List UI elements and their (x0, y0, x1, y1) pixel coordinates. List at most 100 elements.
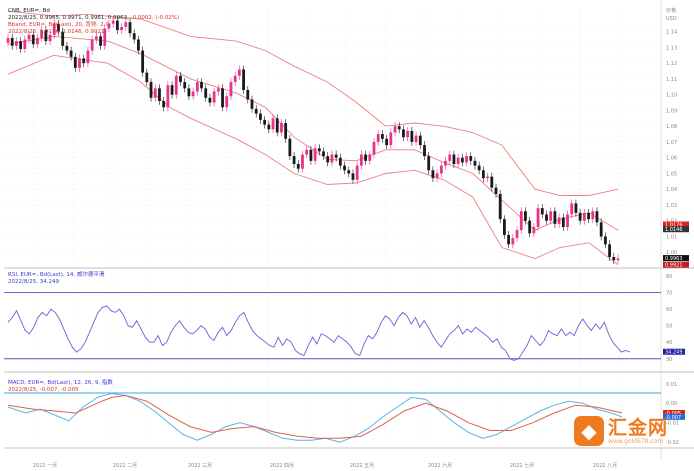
candle-body (507, 234, 511, 245)
macd-tick-label: -0.01 (666, 421, 679, 427)
candle-body (599, 222, 603, 237)
candle-body (557, 217, 561, 224)
candle-body (540, 208, 544, 215)
candle-body (465, 156, 468, 163)
bband-legend-values: 2022/8/25, 1.0176, 1.0146, 0.9921 (8, 29, 105, 35)
candle-body (191, 91, 195, 97)
candle-body (322, 151, 325, 157)
candle-body (494, 187, 498, 194)
macd-tick-label: 0.00 (666, 401, 677, 407)
candle-body (435, 173, 439, 179)
candle-body (99, 36, 102, 46)
price-tick-label: 1.04 (666, 187, 677, 193)
candle-body (221, 88, 224, 108)
candle-body (212, 91, 216, 103)
macd-legend: MACD, EUR=, Bd(Last), 12, 26, 9, 指数 2022… (8, 380, 113, 394)
candle-body (385, 138, 389, 146)
candle-body (166, 85, 170, 108)
candle-body (216, 88, 220, 92)
candle-body (208, 97, 212, 103)
candle-body (574, 203, 578, 213)
candle-body (376, 134, 380, 142)
candle-body (460, 157, 464, 163)
candle-body (225, 96, 229, 108)
candle-body (490, 176, 494, 188)
price-tag-label: 1.0146 (665, 227, 683, 233)
candle-body (330, 154, 334, 163)
candle-body (267, 124, 271, 130)
candle-body (61, 31, 65, 46)
main-legend: CNB, EUR=, Bd 2022/8/25, 0.9965, 0.9971,… (8, 8, 179, 36)
x-tick-label: 2022 三月 (188, 463, 212, 469)
candle-body (149, 82, 153, 98)
candle-body (431, 170, 435, 179)
candle-body (284, 123, 288, 139)
price-tag-label: 1.0176 (665, 223, 683, 229)
candle-body (120, 26, 123, 31)
candle-body (343, 165, 346, 171)
candle-body (549, 211, 553, 221)
candle-body (511, 238, 515, 245)
rsi-tick-label: 40 (666, 340, 672, 346)
bband-legend-title: Bband, EUR=, Bd(Last), 20, 背熱: 2.0 (8, 22, 109, 28)
candle-body (111, 20, 115, 24)
candle-body (393, 126, 397, 133)
candle-body (23, 39, 27, 49)
candle-body (229, 82, 233, 97)
candle-body (296, 164, 300, 169)
price-tick-label: 1.10 (666, 93, 677, 99)
candle-body (170, 85, 174, 95)
x-tick-label: 2022 七月 (510, 462, 534, 469)
price-tick-label: 1.05 (666, 171, 677, 177)
fx678-logo-icon: ◆ (574, 416, 604, 446)
candle-body (444, 160, 447, 166)
candlesticks (6, 16, 620, 265)
candle-body (545, 214, 548, 221)
bband-upper (7, 10, 619, 196)
candle-body (326, 156, 330, 163)
macd-tick-label: 0.01 (666, 382, 677, 388)
price-tag (663, 226, 689, 233)
candle-body (595, 211, 599, 223)
price-tag-label: 0.9921 (665, 263, 683, 269)
candle-body (616, 258, 620, 261)
watermark-text: 汇金网 www.gold678.com (608, 418, 668, 445)
candle-body (439, 165, 443, 174)
candle-body (347, 170, 351, 174)
candle-body (48, 34, 52, 42)
rsi-line (7, 305, 631, 361)
x-tick-label: 2022 一月 (33, 463, 57, 469)
bollinger-bands (7, 10, 619, 266)
price-tick-label: 1.08 (666, 124, 677, 130)
rsi-panel (4, 292, 661, 361)
candle-body (124, 22, 128, 27)
price-tick-label: 1.14 (666, 30, 677, 36)
price-tick-label: 1.12 (666, 61, 677, 67)
candle-body (515, 230, 519, 239)
candle-body (275, 118, 279, 133)
rsi-tag-label: 34.249 (665, 350, 683, 356)
candle-body (69, 50, 73, 57)
candle-body (334, 154, 338, 158)
candle-body (162, 100, 166, 108)
candle-body (90, 39, 94, 51)
candle-body (145, 72, 149, 83)
price-axis: 1.14 1.13 1.12 1.11 1.10 1.09 1.08 1.07 1.06 1.05… (33, 7, 689, 469)
candle-body (578, 212, 582, 221)
candle-body (19, 41, 23, 49)
candle-body (317, 148, 321, 152)
candle-body (86, 50, 90, 64)
candle-body (174, 75, 178, 95)
candle-body (65, 45, 69, 51)
candle-body (608, 244, 611, 257)
candle-body (15, 41, 18, 46)
candle-body (603, 236, 607, 245)
bband-middle (7, 35, 619, 231)
rsi-legend: RSI, EUR=, Bd(Last), 14, 威尔德平滑 2022/8/25… (8, 272, 104, 286)
macd-tag-label: -0.007 (665, 415, 681, 421)
candle-body (338, 157, 342, 166)
candle-body (52, 23, 56, 35)
candle-body (351, 173, 355, 180)
price-tag (663, 221, 689, 228)
